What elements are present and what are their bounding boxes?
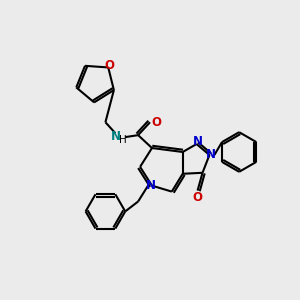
Text: N: N <box>111 130 121 142</box>
Text: N: N <box>146 179 156 192</box>
Text: O: O <box>193 191 202 204</box>
Text: H: H <box>119 135 127 145</box>
Text: O: O <box>151 116 161 129</box>
Text: N: N <box>206 148 215 161</box>
Text: N: N <box>193 135 202 148</box>
Text: O: O <box>104 59 114 72</box>
